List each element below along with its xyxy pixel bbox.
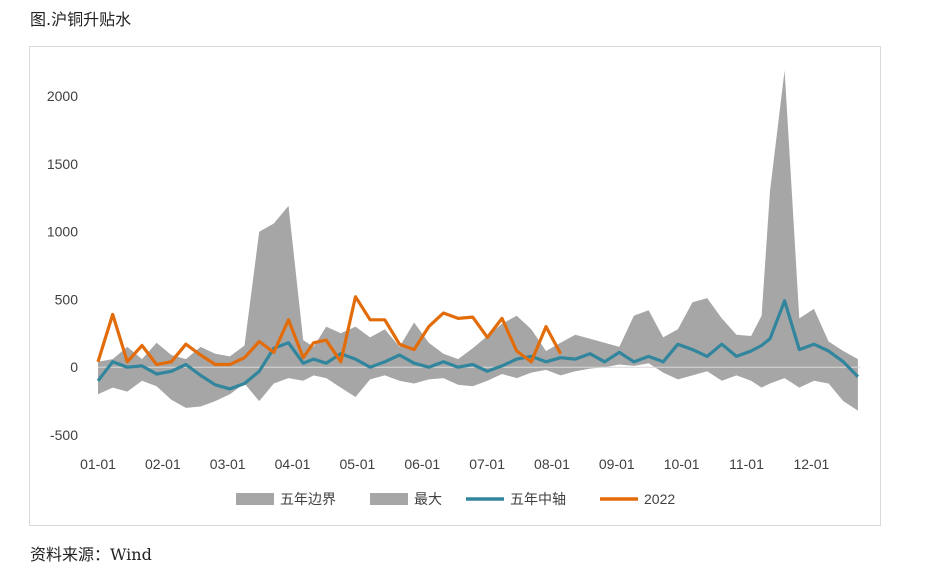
y-tick-label: 0 bbox=[70, 359, 78, 375]
x-tick-label: 07-01 bbox=[469, 456, 505, 472]
legend-swatch bbox=[370, 493, 408, 505]
x-tick-label: 04-01 bbox=[275, 456, 311, 472]
y-tick-label: 500 bbox=[55, 291, 79, 307]
x-tick-label: 01-01 bbox=[80, 456, 116, 472]
x-tick-label: 05-01 bbox=[339, 456, 375, 472]
legend-label: 五年边界 bbox=[280, 491, 336, 507]
y-tick-label: -500 bbox=[50, 427, 78, 443]
legend-label: 五年中轴 bbox=[510, 491, 566, 507]
series-line-2022 bbox=[96, 295, 563, 367]
source-note: 资料来源：Wind bbox=[30, 545, 152, 564]
legend-label: 2022 bbox=[644, 491, 675, 507]
x-tick-label: 08-01 bbox=[534, 456, 570, 472]
legend-label: 最大 bbox=[414, 491, 442, 507]
x-tick-label: 02-01 bbox=[145, 456, 181, 472]
x-tick-label: 09-01 bbox=[599, 456, 635, 472]
y-axis-ticks: -500 0 500 1000 1500 2000 bbox=[47, 88, 78, 443]
band-layer bbox=[98, 70, 858, 411]
series-layer bbox=[96, 295, 860, 391]
x-tick-label: 10-01 bbox=[664, 456, 700, 472]
x-tick-label: 03-01 bbox=[210, 456, 246, 472]
x-tick-label: 11-01 bbox=[729, 456, 764, 472]
series-line-five-year-mid bbox=[96, 299, 860, 391]
legend-swatch bbox=[236, 493, 274, 505]
legend: 五年边界 最大 五年中轴 2022 bbox=[236, 491, 675, 507]
y-tick-label: 1000 bbox=[47, 224, 78, 240]
figure-title: 图.沪铜升贴水 bbox=[30, 10, 132, 29]
x-tick-label: 06-01 bbox=[404, 456, 440, 472]
x-tick-label: 12-01 bbox=[793, 456, 829, 472]
x-axis-ticks: 01-01 02-01 03-01 04-01 05-01 06-01 07-01 08-01… bbox=[80, 456, 829, 472]
y-tick-label: 1500 bbox=[47, 156, 78, 172]
chart-frame: -500 0 500 1000 1500 2000 01-01 02-01 03-01 04-0… bbox=[29, 46, 881, 526]
band-area bbox=[98, 70, 858, 411]
y-tick-label: 2000 bbox=[47, 88, 78, 104]
chart-svg: -500 0 500 1000 1500 2000 01-01 02-01 03-01 04-0… bbox=[47, 70, 860, 507]
